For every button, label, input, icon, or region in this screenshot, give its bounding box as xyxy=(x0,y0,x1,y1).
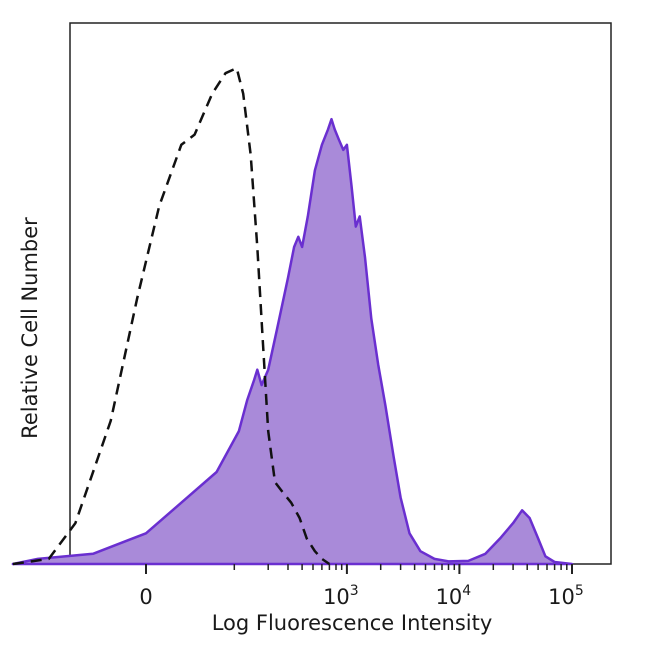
series-2-curve xyxy=(12,66,331,566)
y-axis-title: Relative Cell Number xyxy=(18,217,42,439)
x-tick-label: 0 xyxy=(139,585,152,609)
x-tick-labels: 0 103 104 105 xyxy=(139,583,584,609)
x-tick-label: 105 xyxy=(548,583,584,609)
series-1-curve xyxy=(11,117,574,566)
x-tick-label: 104 xyxy=(436,583,472,609)
series-layer xyxy=(11,66,574,566)
x-major-ticks xyxy=(145,564,573,574)
x-tick-label: 103 xyxy=(323,583,359,609)
x-minor-ticks xyxy=(233,564,568,570)
x-axis-title: Log Fluorescence Intensity xyxy=(212,611,493,635)
